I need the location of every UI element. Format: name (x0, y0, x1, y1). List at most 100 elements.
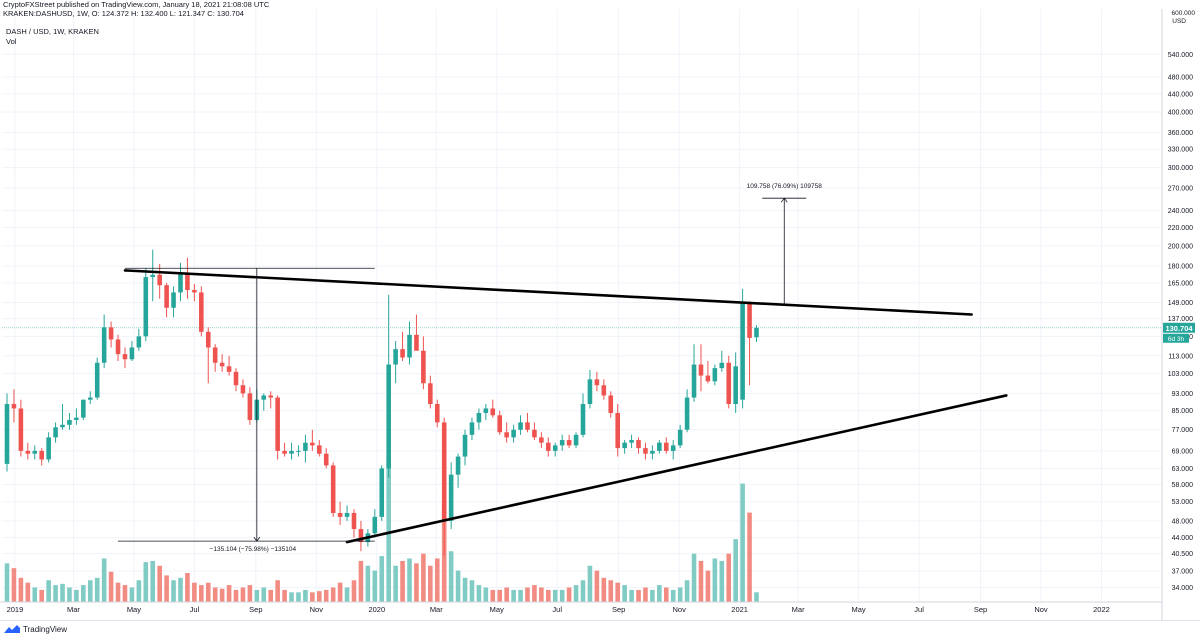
volume-bar (39, 589, 44, 602)
price-tick-label: 37.000 (1172, 569, 1194, 576)
candle-body (303, 442, 308, 451)
publish-line: CryptoFXStreet published on TradingView.… (3, 0, 270, 9)
candle-body (740, 303, 745, 400)
volume-bar (268, 589, 274, 602)
volume-bar (94, 577, 100, 602)
time-tick-label: May (127, 605, 141, 614)
candle-body (150, 274, 156, 278)
price-tick-label: 40.500 (1172, 551, 1194, 558)
candle-body (622, 442, 627, 449)
volume-bar (407, 558, 412, 602)
candle-body (46, 437, 51, 460)
candle-body (483, 408, 489, 413)
volume-bar (698, 560, 704, 602)
candle-body (67, 419, 72, 425)
price-tick-label: 58.000 (1172, 482, 1194, 489)
volume-bar (601, 577, 607, 602)
candle-body (546, 442, 551, 451)
price-chart[interactable]: −135.104 (−75.98%) −135104 109.758 (76.09… (0, 9, 1200, 620)
candle-body (268, 395, 274, 398)
candle-body (323, 453, 329, 466)
time-tick-label: Sep (249, 605, 262, 614)
candle-body (532, 429, 537, 438)
drawing-annotations[interactable]: −135.104 (−75.98%) −135104 109.758 (76.09… (118, 183, 1008, 553)
candle-body (171, 292, 176, 308)
symbol-ohlc-line: KRAKEN:DASHUSD, 1W, O: 124.372 H: 132.40… (3, 9, 244, 18)
volume-bar (650, 589, 655, 602)
price-tick-label: 69.000 (1172, 448, 1194, 455)
volume-bar (275, 580, 280, 602)
volume-bar (580, 580, 586, 602)
volume-bar (497, 589, 503, 602)
volume-bar (192, 582, 197, 602)
volume-bar (490, 589, 496, 602)
candle-body (74, 417, 79, 420)
candle-body (552, 445, 558, 451)
candle-body (32, 450, 38, 454)
volume-bar (303, 589, 308, 602)
volume-bar (733, 539, 738, 602)
volume-bar (60, 583, 65, 602)
candle-body (233, 371, 239, 386)
volume-bar (552, 589, 558, 602)
candle-body (643, 448, 648, 454)
price-tick-label: 360.000 (1168, 130, 1193, 137)
candle-body (691, 364, 697, 398)
axis-top-value: 600.000 (1172, 10, 1196, 17)
price-tick-label: 220.000 (1168, 225, 1193, 232)
price-tick-label: 44.000 (1172, 535, 1194, 542)
price-tick-label: 53.000 (1172, 499, 1194, 506)
time-axis[interactable]: 2019 Mar May Jul Sep Nov 2020 Mar May Jul Sep Nov 20… (0, 601, 1162, 614)
volume-bar (629, 589, 634, 602)
price-tick-label: 34.000 (1172, 585, 1194, 592)
candle-body (115, 339, 121, 355)
volume-bar (205, 582, 211, 602)
price-axis[interactable]: 540.000 480.000 440.000 400.000 360.000 330.0… (1161, 9, 1196, 620)
volume-bar (448, 551, 454, 602)
candle-body (53, 427, 58, 438)
footer-bar: TradingView (0, 620, 1200, 636)
candle-body (650, 450, 655, 454)
price-tick-label: 63.000 (1172, 466, 1194, 473)
volume-bar (296, 592, 301, 602)
volume-bar (705, 570, 711, 602)
volume-bar (11, 568, 17, 602)
price-tick-label: 93.000 (1172, 391, 1194, 398)
candle-body (296, 450, 301, 452)
candle-body (219, 362, 225, 367)
volume-bar (747, 512, 752, 602)
volume-bar (199, 585, 204, 602)
tradingview-logo[interactable]: TradingView (4, 623, 67, 635)
volume-bar (677, 587, 683, 602)
candle-body (87, 397, 93, 400)
candle-body (393, 349, 398, 365)
countdown-badge (1163, 333, 1189, 343)
volume-bar (32, 587, 38, 602)
volume-bar (670, 589, 676, 602)
candle-body (511, 429, 516, 438)
volume-bar (74, 589, 79, 602)
volume-bar (573, 585, 579, 602)
volume-bar (455, 570, 461, 602)
candle-body (615, 412, 620, 449)
volume-bar (164, 575, 169, 602)
time-tick-label: May (490, 605, 504, 614)
candle-body (310, 442, 315, 446)
candle-body (379, 468, 385, 517)
tradingview-logo-icon (4, 625, 20, 633)
candle-body (212, 347, 218, 363)
candle-body (455, 456, 461, 475)
volume-bar (691, 553, 697, 602)
volume-bar (421, 553, 426, 602)
volume-bar (511, 589, 516, 602)
volume-bar (643, 587, 648, 602)
candle-body (421, 350, 426, 384)
volume-bar (254, 589, 260, 602)
candle-body (94, 362, 100, 398)
volume-bar (171, 580, 176, 602)
volume-bar (386, 457, 391, 602)
volume-bar (740, 483, 745, 602)
candle-body (657, 442, 662, 451)
volume-bar (129, 587, 135, 602)
candle-body (205, 331, 211, 348)
